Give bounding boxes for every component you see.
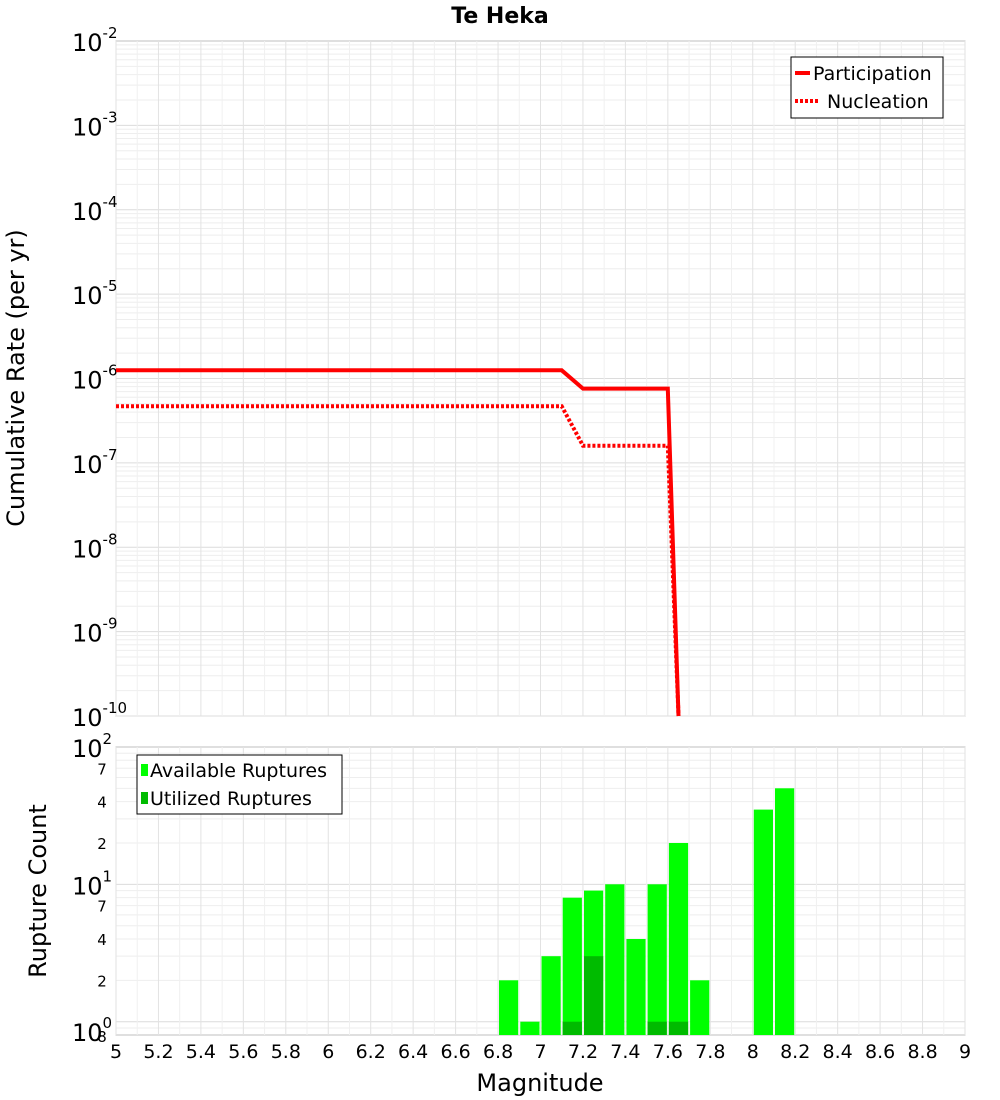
x-tick-label: 8.4 bbox=[823, 1041, 853, 1063]
count-y-minor-tick-label: 4 bbox=[97, 794, 107, 812]
x-tick-label: 6.4 bbox=[398, 1041, 428, 1063]
chart-title: Te Heka bbox=[451, 4, 548, 29]
x-tick-label: 5 bbox=[110, 1041, 122, 1063]
rate-y-tick-label: 10-6 bbox=[72, 362, 118, 395]
count-y-minor-tick-label: 4 bbox=[97, 931, 107, 949]
count-y-minor-tick-label: 7 bbox=[97, 898, 107, 916]
rate-y-tick-label: 10-9 bbox=[72, 615, 118, 648]
utilized-rupture-bar bbox=[668, 1021, 689, 1035]
rate-series bbox=[116, 368, 681, 717]
legend-label-utilized: Utilized Ruptures bbox=[150, 788, 312, 810]
count-y-minor-tick-label: 7 bbox=[97, 760, 107, 778]
x-tick-label: 6.6 bbox=[440, 1041, 470, 1063]
count-y-minor-tick-label: 8 bbox=[97, 1028, 107, 1046]
count-y-major-tick-label: 102 bbox=[72, 730, 112, 763]
available-rupture-bar bbox=[562, 897, 582, 1035]
legend-label-available: Available Ruptures bbox=[150, 760, 327, 782]
x-tick-label: 7.4 bbox=[610, 1041, 640, 1063]
x-tick-label: 5.8 bbox=[271, 1041, 301, 1063]
legend-label-nucleation: Nucleation bbox=[827, 91, 929, 113]
x-tick-label: 5.2 bbox=[143, 1041, 173, 1063]
available-rupture-bar bbox=[541, 956, 561, 1035]
rate-y-tick-label: 10-3 bbox=[72, 108, 118, 141]
legend-swatch-utilized bbox=[141, 792, 148, 804]
count-y-minor-tick-label: 2 bbox=[97, 835, 107, 853]
legend-swatch-available bbox=[141, 764, 148, 776]
rate-y-tick-label: 10-8 bbox=[72, 530, 118, 563]
x-tick-label: 6 bbox=[322, 1041, 334, 1063]
rate-y-axis-label: Cumulative Rate (per yr) bbox=[2, 229, 30, 527]
available-rupture-bar bbox=[668, 843, 689, 1035]
x-tick-label: 6.2 bbox=[356, 1041, 386, 1063]
legend-label-participation: Participation bbox=[813, 63, 932, 85]
available-rupture-bar bbox=[775, 788, 795, 1035]
rate-y-ticks: 10-2 10-3 10-4 10-5 10-6 10-7 10-8 10-9 10-10 bbox=[72, 24, 127, 732]
rate-y-tick-label: 10-5 bbox=[72, 277, 118, 310]
count-legend-box bbox=[136, 754, 343, 815]
x-tick-label: 8.6 bbox=[865, 1041, 895, 1063]
x-tick-label: 9 bbox=[959, 1041, 971, 1063]
rate-y-tick-label: 10-10 bbox=[72, 699, 127, 732]
x-axis-label: Magnitude bbox=[476, 1069, 603, 1097]
rate-panel: 10-2 10-3 10-4 10-5 10-6 10-7 10-8 10-9 10-10 Cu… bbox=[2, 24, 966, 732]
x-tick-label: 7.6 bbox=[653, 1041, 683, 1063]
available-rupture-bar bbox=[520, 1021, 540, 1035]
count-y-ticks: 102 101 100 7 4 2 7 4 2 8 bbox=[72, 730, 112, 1047]
count-bars bbox=[499, 788, 795, 1035]
x-tick-label: 7.8 bbox=[695, 1041, 725, 1063]
rate-legend: Participation Nucleation bbox=[790, 56, 944, 119]
available-rupture-bar bbox=[605, 884, 625, 1035]
count-panel: 102 101 100 7 4 2 7 4 2 8 5 5.2 5.4 5.6 5.8 6 6.2 6.4 6.6… bbox=[24, 730, 971, 1097]
utilized-rupture-bar bbox=[562, 1021, 582, 1035]
series-line-nucleation bbox=[116, 404, 681, 717]
x-tick-label: 8.2 bbox=[780, 1041, 810, 1063]
rate-y-tick-label: 10-4 bbox=[72, 193, 118, 226]
count-legend: Available Ruptures Utilized Ruptures bbox=[136, 754, 343, 815]
x-tick-label: 5.6 bbox=[228, 1041, 258, 1063]
x-tick-label: 7.2 bbox=[568, 1041, 598, 1063]
count-grid bbox=[115, 747, 966, 1035]
x-tick-label: 8 bbox=[747, 1041, 759, 1063]
available-rupture-bar bbox=[690, 980, 710, 1035]
rate-y-tick-label: 10-7 bbox=[72, 446, 118, 479]
available-rupture-bar bbox=[499, 980, 519, 1035]
utilized-rupture-bar bbox=[584, 956, 604, 1035]
count-y-major-tick-label: 101 bbox=[72, 867, 112, 900]
rate-grid bbox=[115, 41, 966, 717]
x-tick-label: 6.8 bbox=[483, 1041, 513, 1063]
x-ticks: 5 5.2 5.4 5.6 5.8 6 6.2 6.4 6.6 6.8 7 7.2 7.4 7.6 7.8 8… bbox=[110, 1041, 971, 1063]
count-y-major-tick-label: 100 bbox=[72, 1014, 112, 1047]
rate-y-tick-label: 10-2 bbox=[72, 24, 118, 57]
utilized-rupture-bar bbox=[647, 1021, 667, 1035]
x-tick-label: 8.8 bbox=[907, 1041, 937, 1063]
rate-legend-box bbox=[790, 56, 944, 119]
available-rupture-bar bbox=[753, 809, 773, 1035]
x-tick-label: 5.4 bbox=[186, 1041, 216, 1063]
count-y-axis-label: Rupture Count bbox=[24, 804, 52, 978]
available-rupture-bar bbox=[647, 884, 667, 1035]
available-rupture-bar bbox=[626, 939, 646, 1035]
count-y-minor-tick-label: 2 bbox=[97, 972, 107, 990]
x-tick-label: 7 bbox=[534, 1041, 546, 1063]
